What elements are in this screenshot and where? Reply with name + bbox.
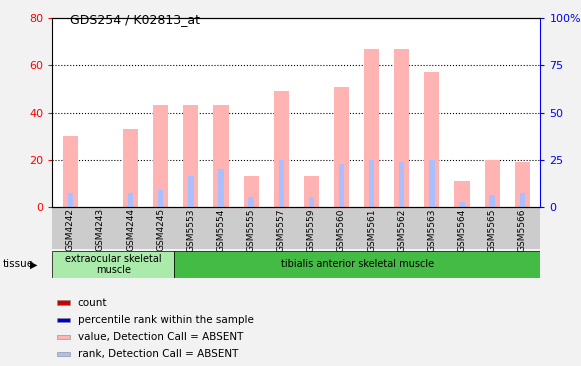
Bar — [52, 251, 174, 278]
Bar — [128, 193, 133, 207]
Bar — [243, 176, 259, 207]
Text: ▶: ▶ — [30, 259, 38, 269]
Text: GDS254 / K02813_at: GDS254 / K02813_at — [70, 13, 200, 26]
Bar — [424, 72, 439, 207]
Bar — [369, 160, 374, 207]
Bar — [58, 300, 70, 305]
Bar — [123, 129, 138, 207]
Text: rank, Detection Call = ABSENT: rank, Detection Call = ABSENT — [78, 349, 238, 359]
Text: extraocular skeletal
muscle: extraocular skeletal muscle — [65, 254, 162, 275]
Bar — [515, 162, 530, 207]
Bar — [489, 195, 495, 207]
Bar — [304, 176, 319, 207]
Bar — [454, 181, 469, 207]
Bar — [309, 197, 314, 207]
Bar — [58, 335, 70, 339]
Text: value, Detection Call = ABSENT: value, Detection Call = ABSENT — [78, 332, 243, 342]
Bar — [67, 193, 73, 207]
Bar — [274, 92, 289, 207]
Bar — [63, 136, 78, 207]
Bar — [174, 251, 540, 278]
Bar — [188, 176, 193, 207]
Bar — [153, 105, 168, 207]
Text: percentile rank within the sample: percentile rank within the sample — [78, 315, 253, 325]
Bar — [334, 87, 349, 207]
Bar — [364, 49, 379, 207]
Bar — [339, 164, 344, 207]
Text: tissue: tissue — [3, 259, 34, 269]
Bar — [394, 49, 409, 207]
Bar — [460, 202, 465, 207]
Text: tibialis anterior skeletal muscle: tibialis anterior skeletal muscle — [281, 259, 434, 269]
Bar — [519, 193, 525, 207]
Bar — [485, 160, 500, 207]
Bar — [184, 105, 198, 207]
Bar — [213, 105, 228, 207]
Bar — [249, 197, 254, 207]
Text: count: count — [78, 298, 107, 307]
Bar — [429, 160, 435, 207]
Bar — [278, 160, 284, 207]
Bar — [218, 169, 224, 207]
Bar — [58, 352, 70, 356]
Bar — [58, 318, 70, 322]
Bar — [158, 190, 163, 207]
Bar — [399, 162, 404, 207]
